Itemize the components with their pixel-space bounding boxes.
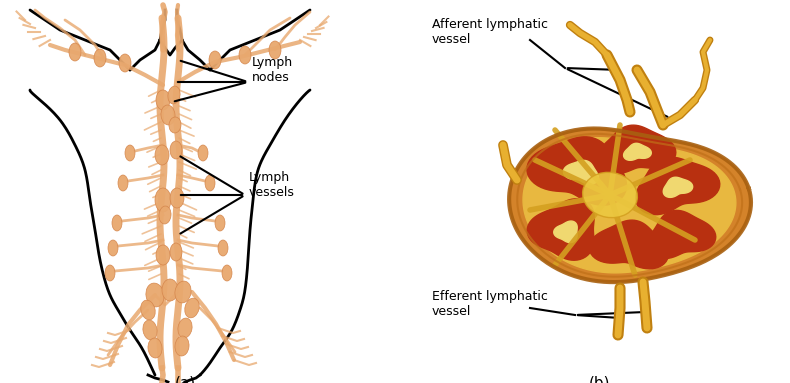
Ellipse shape [141,300,156,320]
Ellipse shape [218,240,228,256]
Polygon shape [623,143,651,160]
Ellipse shape [170,188,184,208]
Ellipse shape [170,141,182,159]
Ellipse shape [269,41,281,59]
Text: (b): (b) [589,375,611,383]
Ellipse shape [198,145,208,161]
Ellipse shape [69,43,81,61]
Polygon shape [554,221,577,242]
Ellipse shape [161,105,175,125]
Ellipse shape [185,298,199,318]
Polygon shape [664,177,693,197]
Ellipse shape [156,245,170,265]
Ellipse shape [146,283,164,307]
Ellipse shape [209,51,221,69]
Ellipse shape [155,188,171,212]
Ellipse shape [112,215,122,231]
Ellipse shape [118,175,128,191]
Ellipse shape [105,265,115,281]
Text: (a): (a) [175,375,196,383]
Polygon shape [589,220,668,269]
Polygon shape [527,137,626,205]
Ellipse shape [155,145,169,165]
Ellipse shape [108,240,118,256]
Text: Lymph
vessels: Lymph vessels [249,171,295,199]
Ellipse shape [583,172,638,218]
Ellipse shape [143,320,157,340]
Ellipse shape [215,215,225,231]
Polygon shape [563,160,598,184]
Polygon shape [636,157,720,214]
Ellipse shape [175,281,191,303]
Ellipse shape [239,46,251,64]
Polygon shape [648,210,716,259]
Text: Lymph
nodes: Lymph nodes [252,56,293,84]
Ellipse shape [205,175,215,191]
Ellipse shape [168,86,180,104]
Polygon shape [509,129,751,282]
Ellipse shape [162,279,178,301]
Ellipse shape [156,90,170,110]
Ellipse shape [159,206,171,224]
Ellipse shape [178,318,192,338]
Ellipse shape [175,336,189,356]
Ellipse shape [148,338,162,358]
Ellipse shape [119,54,131,72]
Ellipse shape [222,265,232,281]
Ellipse shape [125,145,135,161]
Polygon shape [596,125,675,174]
Ellipse shape [169,117,181,133]
Text: Afferent lymphatic
vessel: Afferent lymphatic vessel [432,18,548,46]
Ellipse shape [170,243,182,261]
Polygon shape [527,199,594,260]
Polygon shape [523,137,735,273]
Ellipse shape [94,49,106,67]
Text: Efferent lymphatic
vessel: Efferent lymphatic vessel [432,290,548,318]
